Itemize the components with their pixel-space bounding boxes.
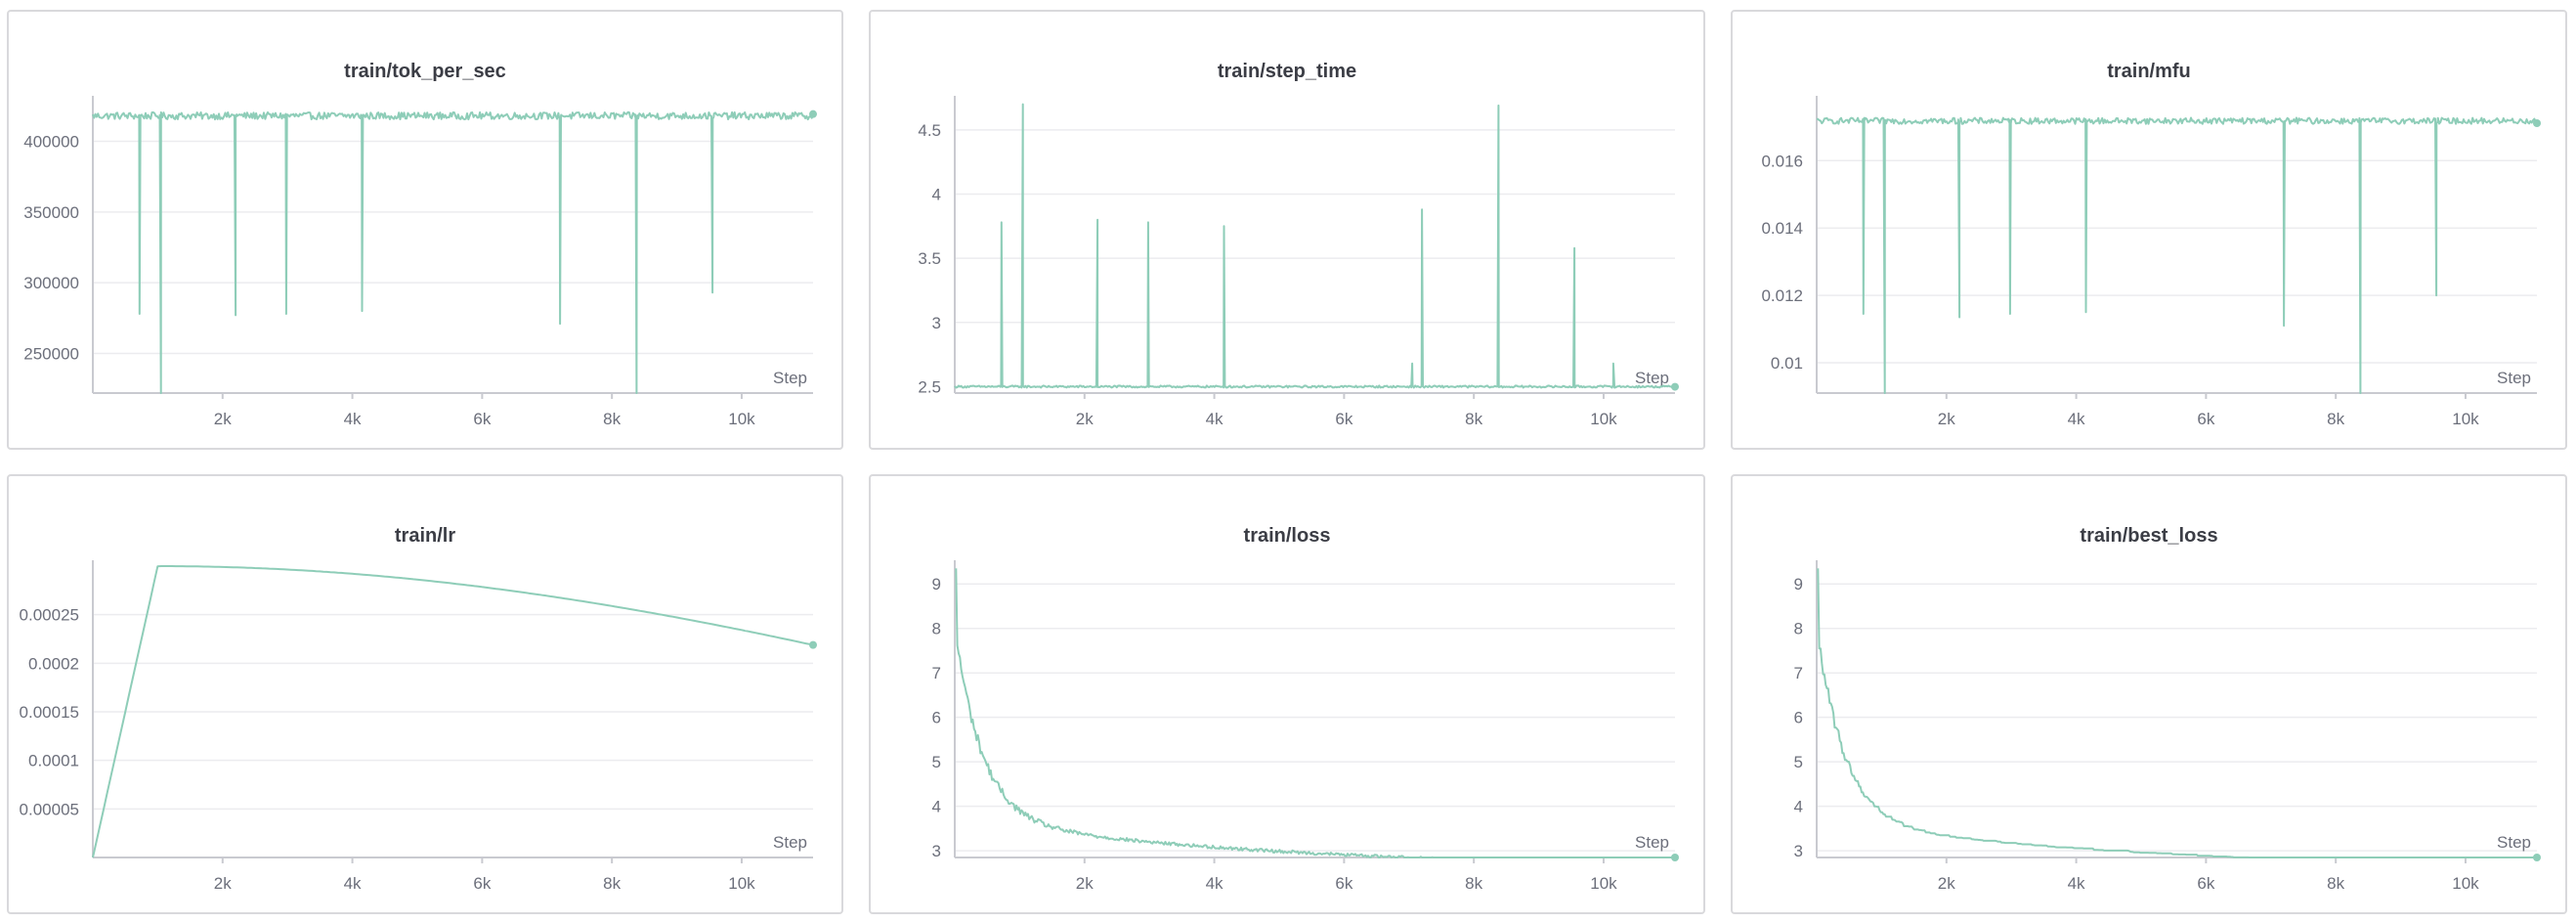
x-tick-label: 10k (2452, 410, 2479, 428)
y-tick-label: 0.00005 (20, 800, 79, 818)
y-tick-label: 4 (1794, 798, 1803, 816)
y-tick-label: 5 (932, 753, 941, 771)
x-tick-label: 4k (1206, 410, 1224, 428)
x-tick-label: 10k (728, 410, 755, 428)
chart-title: train/lr (394, 525, 456, 547)
y-tick-label: 0.012 (1761, 286, 1803, 305)
x-tick-label: 2k (1076, 874, 1094, 893)
y-tick-label: 9 (932, 575, 941, 593)
x-tick-label: 10k (1590, 874, 1617, 893)
series-line[interactable] (955, 568, 1675, 858)
y-tick-label: 6 (932, 709, 941, 727)
x-tick-label: 8k (1465, 874, 1482, 893)
chart-panel-tok-per-sec[interactable]: train/tok_per_sec 250000 300000 350000 4000… (7, 10, 843, 450)
y-tick-label: 0.0001 (28, 752, 79, 770)
series-line[interactable] (92, 565, 814, 858)
x-tick-label: 4k (2068, 410, 2085, 428)
x-axis-label: Step (1635, 833, 1669, 852)
y-tick-label: 9 (1794, 575, 1803, 593)
chart-title: train/step_time (1217, 61, 1357, 82)
y-tick-label: 5 (1794, 753, 1803, 771)
x-tick-label: 2k (214, 874, 232, 893)
x-axis-label: Step (1635, 369, 1669, 387)
series-line[interactable] (1817, 568, 2537, 858)
x-tick-label: 8k (603, 874, 621, 893)
chart-panel-mfu[interactable]: train/mfu 0.01 0.012 0.014 0.016 2k 4k 6k 8k 10k… (1731, 10, 2567, 450)
y-tick-label: 4 (932, 798, 941, 816)
chart-best-loss[interactable]: 3 4 5 6 7 8 9 2k 4k 6k 8k 10k Step (1733, 476, 2569, 916)
chart-tok-per-sec[interactable]: 250000 300000 350000 400000 2k 4k 6k 8k 10k Step (9, 12, 845, 452)
x-tick-label: 6k (473, 874, 491, 893)
chart-panel-step-time[interactable]: train/step_time 2.5 3 3.5 4 4.5 2k 4k 6k 8k 10k St… (869, 10, 1705, 450)
x-tick-label: 4k (344, 410, 362, 428)
x-tick-label: 6k (1335, 410, 1352, 428)
chart-title: train/tok_per_sec (344, 61, 506, 82)
x-tick-label: 2k (214, 410, 232, 428)
y-tick-label: 3 (932, 842, 941, 860)
y-tick-label: 7 (932, 664, 941, 682)
y-tick-label: 0.01 (1771, 354, 1803, 373)
chart-step-time[interactable]: 2.5 3 3.5 4 4.5 2k 4k 6k 8k 10k Step (871, 12, 1707, 452)
y-tick-label: 0.00015 (20, 703, 79, 722)
y-tick-label: 4.5 (918, 121, 941, 140)
chart-title: train/best_loss (2080, 525, 2218, 547)
x-axis-label: Step (773, 369, 807, 387)
x-tick-label: 8k (2327, 410, 2344, 428)
series-end-point[interactable] (2533, 854, 2541, 861)
y-tick-label: 250000 (23, 344, 79, 363)
y-tick-label: 350000 (23, 203, 79, 222)
x-tick-label: 8k (1465, 410, 1482, 428)
y-tick-label: 0.0002 (28, 654, 79, 673)
series-end-point[interactable] (809, 640, 817, 649)
x-tick-label: 2k (1076, 410, 1094, 428)
chart-loss[interactable]: 3 4 5 6 7 8 9 2k 4k 6k 8k 10k Step (871, 476, 1707, 916)
y-tick-label: 0.016 (1761, 152, 1803, 170)
series-end-point[interactable] (809, 110, 817, 118)
x-tick-label: 8k (603, 410, 621, 428)
x-tick-label: 10k (1590, 410, 1617, 428)
chart-panel-best-loss[interactable]: train/best_loss 3 4 5 6 7 8 9 2k 4k 6k 8k 10k Step (1731, 474, 2567, 914)
chart-title: train/loss (1243, 525, 1331, 547)
x-tick-label: 4k (344, 874, 362, 893)
x-tick-label: 4k (1206, 874, 1224, 893)
x-tick-label: 6k (1335, 874, 1352, 893)
series-line[interactable] (92, 110, 814, 394)
y-tick-label: 8 (1794, 620, 1803, 638)
x-tick-label: 4k (2068, 874, 2085, 893)
x-tick-label: 2k (1938, 410, 1955, 428)
series-end-point[interactable] (1671, 382, 1679, 391)
series-end-point[interactable] (2533, 119, 2541, 128)
chart-lr[interactable]: 0.00005 0.0001 0.00015 0.0002 0.00025 2k 4k 6k 8… (9, 476, 845, 916)
y-tick-label: 6 (1794, 709, 1803, 727)
y-tick-label: 7 (1794, 664, 1803, 682)
x-tick-label: 8k (2327, 874, 2344, 893)
x-tick-label: 10k (728, 874, 755, 893)
y-tick-label: 3.5 (918, 249, 941, 268)
x-tick-label: 2k (1938, 874, 1955, 893)
y-tick-label: 300000 (23, 274, 79, 292)
x-axis-label: Step (773, 833, 807, 852)
series-line[interactable] (954, 103, 1676, 389)
x-axis-label: Step (2497, 369, 2531, 387)
chart-panel-loss[interactable]: train/loss 3 4 5 6 7 8 9 2k 4k 6k 8k 10k Step (869, 474, 1705, 914)
y-tick-label: 400000 (23, 133, 79, 152)
series-line[interactable] (1817, 116, 2538, 394)
series-end-point[interactable] (1671, 854, 1679, 861)
y-tick-label: 0.00025 (20, 606, 79, 625)
y-tick-label: 8 (932, 620, 941, 638)
x-tick-label: 6k (2197, 410, 2214, 428)
x-tick-label: 6k (473, 410, 491, 428)
chart-panel-lr[interactable]: train/lr 0.00005 0.0001 0.00015 0.0002 0.000… (7, 474, 843, 914)
chart-mfu[interactable]: 0.01 0.012 0.014 0.016 2k 4k 6k 8k 10k Step (1733, 12, 2569, 452)
x-tick-label: 10k (2452, 874, 2479, 893)
y-tick-label: 2.5 (918, 377, 941, 396)
x-axis-label: Step (2497, 833, 2531, 852)
y-tick-label: 3 (1794, 842, 1803, 860)
x-tick-label: 6k (2197, 874, 2214, 893)
y-tick-label: 4 (932, 186, 941, 204)
y-tick-label: 3 (932, 314, 941, 332)
chart-title: train/mfu (2107, 61, 2191, 82)
y-tick-label: 0.014 (1761, 219, 1803, 238)
